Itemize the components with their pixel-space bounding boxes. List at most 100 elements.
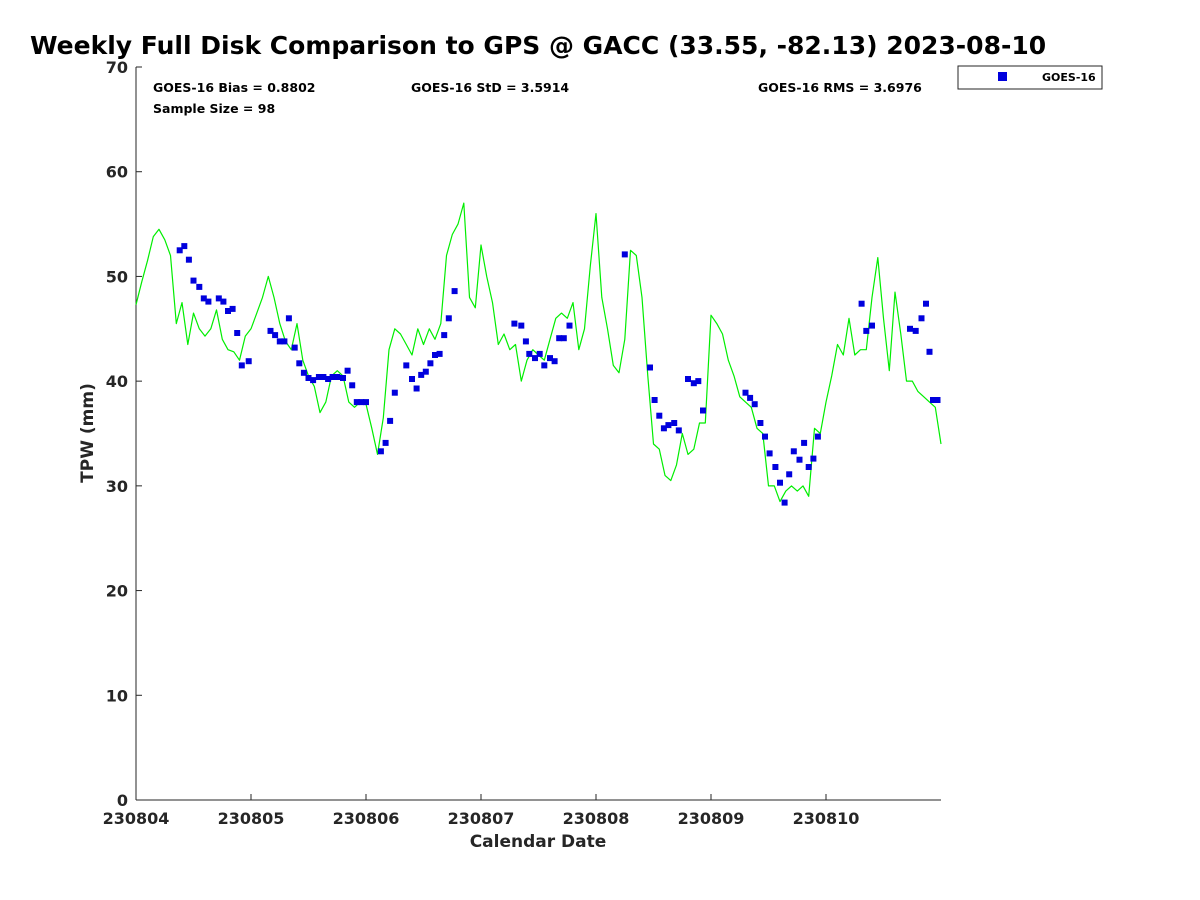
goes-16-point bbox=[432, 352, 438, 358]
goes-16-point bbox=[863, 327, 870, 334]
goes-16-point bbox=[656, 412, 663, 419]
goes-16-point bbox=[363, 399, 369, 406]
goes-16-point bbox=[805, 464, 812, 470]
goes-16-point bbox=[300, 369, 307, 376]
goes-16-point bbox=[245, 358, 252, 365]
goes-16-point bbox=[315, 374, 322, 380]
goes-16-point bbox=[526, 350, 533, 357]
goes-16-point bbox=[200, 295, 207, 302]
goes-16-point bbox=[225, 308, 231, 314]
goes-16-point bbox=[413, 385, 420, 392]
goes-16-point bbox=[786, 471, 793, 478]
y-tick-label: 30 bbox=[106, 477, 128, 496]
goes-16-point bbox=[671, 420, 678, 426]
goes-16-point bbox=[427, 360, 434, 367]
goes-16-point bbox=[869, 322, 875, 329]
goes-16-point bbox=[796, 456, 803, 463]
goes-16-point bbox=[310, 377, 317, 384]
y-axis: 0 10 20 30 40 50 60 70 bbox=[106, 58, 142, 810]
legend-box bbox=[957, 65, 1103, 90]
goes-16-point bbox=[176, 247, 183, 254]
goes-16-point bbox=[810, 455, 817, 462]
y-tick-label: 70 bbox=[106, 58, 128, 77]
goes-16-point bbox=[325, 376, 332, 382]
goes-16-point bbox=[181, 243, 188, 250]
legend-marker-goes-16 bbox=[998, 72, 1007, 81]
goes-16-point bbox=[220, 298, 227, 305]
goes-16-point bbox=[660, 425, 667, 432]
x-axis-label: Calendar Date bbox=[470, 832, 607, 852]
goes-16-point bbox=[777, 479, 783, 486]
goes-16-point bbox=[422, 368, 429, 375]
bias-stat: GOES-16 Bias = 0.8802 bbox=[153, 80, 315, 95]
goes-16-point bbox=[700, 407, 706, 414]
goes-16-point bbox=[560, 335, 567, 342]
goes-16-point bbox=[685, 376, 691, 382]
goes-16-point bbox=[272, 332, 279, 339]
goes-16-point bbox=[305, 375, 312, 381]
goes-16-point bbox=[781, 499, 788, 506]
goes-16-point bbox=[926, 348, 933, 355]
goes-16-point bbox=[436, 350, 443, 357]
goes-16-point bbox=[409, 376, 415, 382]
goes-16-point bbox=[747, 394, 754, 401]
std-stat: GOES-16 StD = 3.5914 bbox=[411, 80, 569, 95]
goes-16-point bbox=[675, 427, 682, 434]
goes-16-point bbox=[451, 288, 458, 295]
goes-16-point bbox=[418, 371, 425, 378]
goes-16-point bbox=[329, 374, 336, 380]
chart-title: Weekly Full Disk Comparison to GPS @ GAC… bbox=[30, 31, 1046, 60]
y-tick-label: 10 bbox=[106, 686, 128, 705]
goes-16-point bbox=[690, 380, 697, 387]
goes-16-point bbox=[234, 330, 241, 336]
goes-16-point bbox=[518, 322, 525, 329]
goes-16-point bbox=[751, 401, 758, 408]
x-tick-label: 230804 bbox=[103, 809, 170, 828]
goes-16-point bbox=[185, 256, 192, 263]
goes-16-point bbox=[695, 378, 702, 385]
goes-16-point bbox=[934, 397, 941, 403]
goes-16-point bbox=[358, 399, 365, 406]
goes-16-point bbox=[511, 320, 518, 327]
goes-16-point bbox=[923, 300, 929, 307]
sample-size-stat: Sample Size = 98 bbox=[153, 101, 275, 116]
x-tick-label: 230809 bbox=[678, 809, 745, 828]
legend-label-goes-16: GOES-16 bbox=[1042, 71, 1096, 84]
goes-16-point bbox=[918, 315, 925, 322]
goes-16-point bbox=[276, 338, 283, 345]
y-tick-label: 50 bbox=[106, 267, 128, 286]
y-tick-label: 20 bbox=[106, 582, 128, 601]
goes-16-point bbox=[387, 417, 394, 424]
goes-16-point bbox=[647, 364, 653, 371]
goes-16-point bbox=[334, 374, 341, 380]
goes-16-point bbox=[912, 327, 919, 334]
goes-16-point bbox=[665, 422, 672, 429]
goes-16-point bbox=[353, 399, 360, 406]
x-tick-label: 230805 bbox=[218, 809, 285, 828]
goes-16-point bbox=[766, 450, 773, 457]
y-tick-label: 60 bbox=[106, 163, 128, 182]
goes-16-point bbox=[285, 315, 292, 322]
goes-16-point bbox=[340, 375, 346, 381]
goes-16-point bbox=[757, 420, 764, 426]
goes-16-point bbox=[790, 448, 797, 455]
goes-16-point bbox=[349, 382, 356, 389]
goes-16-series bbox=[176, 243, 941, 506]
goes-16-point bbox=[320, 374, 327, 380]
goes-16-point bbox=[344, 367, 351, 374]
goes-16-point bbox=[391, 389, 398, 396]
legend: GOES-16 bbox=[957, 65, 1103, 90]
goes-16-point bbox=[215, 295, 222, 302]
goes-16-point bbox=[291, 344, 298, 351]
goes-16-point bbox=[205, 298, 212, 305]
goes-16-point bbox=[522, 338, 529, 345]
goes-16-point bbox=[556, 335, 563, 342]
goes-16-point bbox=[742, 389, 749, 396]
y-axis-label: TPW (mm) bbox=[78, 383, 98, 483]
goes-16-point bbox=[772, 464, 779, 470]
goes-16-point bbox=[547, 355, 553, 362]
goes-16-point bbox=[196, 283, 203, 290]
x-tick-label: 230810 bbox=[793, 809, 860, 828]
goes-16-point bbox=[281, 338, 288, 345]
